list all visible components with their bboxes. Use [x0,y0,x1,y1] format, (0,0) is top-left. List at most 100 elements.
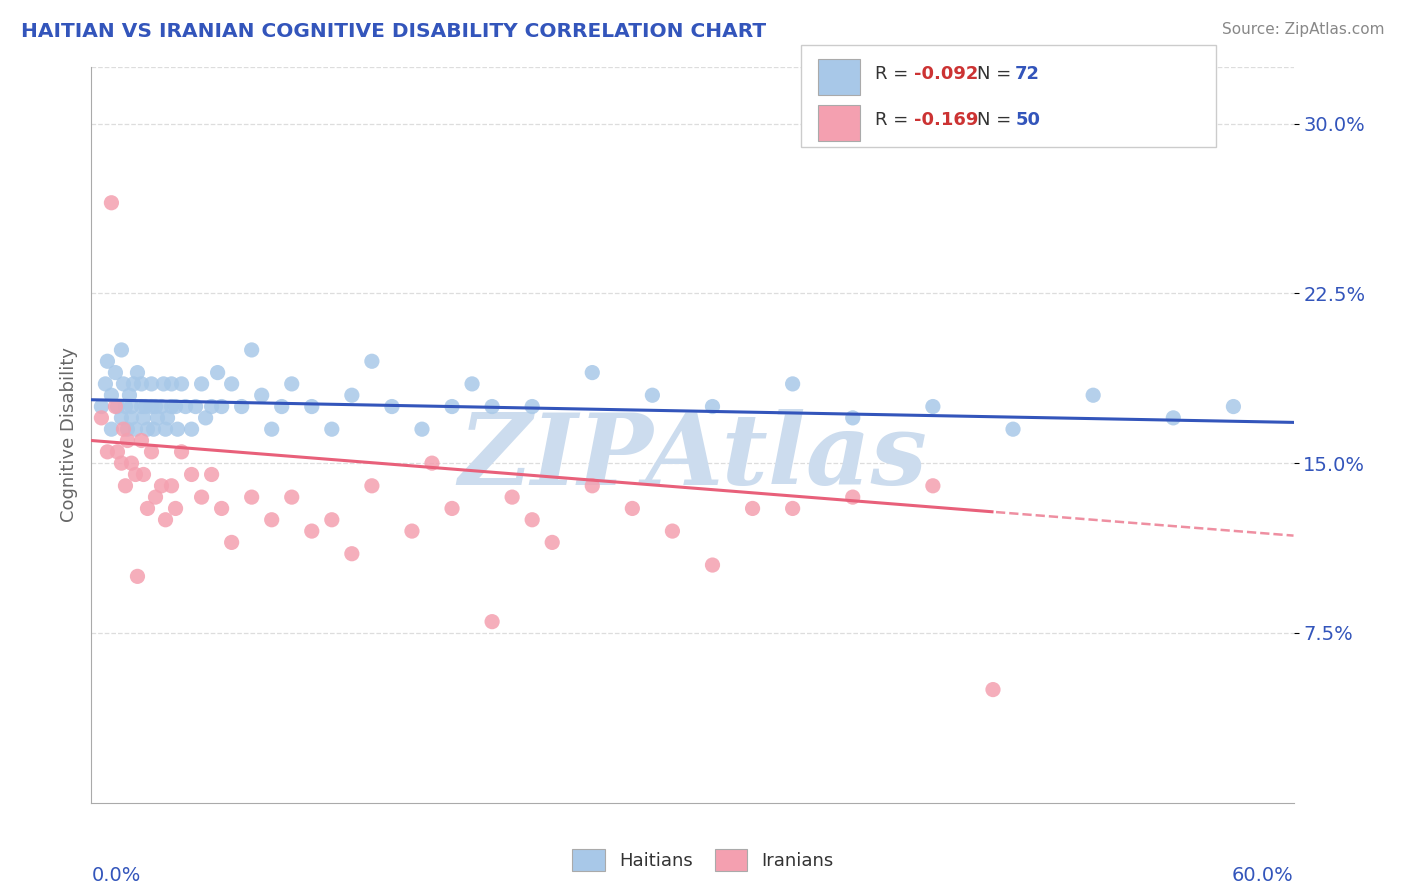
Text: 72: 72 [1015,65,1040,83]
Point [221,376,243,391]
Point [1083,388,1105,402]
Point [180,422,202,436]
Point [90,410,112,425]
Point [190,490,212,504]
Point [124,467,146,482]
Point [96,354,118,368]
Point [150,479,173,493]
Point [136,501,159,516]
Text: Source: ZipAtlas.com: Source: ZipAtlas.com [1222,22,1385,37]
Point [841,490,863,504]
Point [1001,422,1024,436]
Point [922,479,945,493]
Point [132,410,155,425]
Point [240,490,263,504]
Point [121,410,143,425]
Point [190,376,212,391]
Text: ZIPAtlas: ZIPAtlas [458,409,927,505]
Point [104,366,127,380]
Point [401,524,423,538]
Point [180,467,202,482]
Point [360,479,382,493]
Point [160,479,183,493]
Point [240,343,263,357]
Point [155,513,177,527]
Point [922,400,945,414]
Point [90,400,112,414]
Point [1222,400,1244,414]
Point [141,445,163,459]
Point [281,376,304,391]
Point [321,422,343,436]
Point [481,400,503,414]
Point [131,434,153,448]
Point [156,410,179,425]
Point [741,501,763,516]
Point [166,422,188,436]
Point [782,376,804,391]
Point [461,376,484,391]
Point [136,422,159,436]
Point [522,400,544,414]
Point [194,410,217,425]
Point [117,422,139,436]
Point [184,400,207,414]
Point [96,445,118,459]
Point [112,376,135,391]
Point [117,434,139,448]
Point [211,501,233,516]
Point [340,388,363,402]
Point [841,410,863,425]
Text: 0.0%: 0.0% [91,866,141,885]
Point [121,400,143,414]
Point [160,400,183,414]
Point [174,400,197,414]
Point [621,501,644,516]
Point [127,569,149,583]
Point [281,490,304,504]
Point [118,388,141,402]
Point [107,445,129,459]
Point [522,513,544,527]
Point [270,400,292,414]
Point [112,422,135,436]
Point [100,195,122,210]
Point [160,376,183,391]
Point [131,376,153,391]
Text: 50: 50 [1015,112,1040,129]
Point [100,422,122,436]
Point [250,388,273,402]
Point [381,400,404,414]
Point [107,400,129,414]
Point [702,558,724,572]
Point [146,410,169,425]
Point [150,400,173,414]
Text: R =: R = [875,65,914,83]
Point [145,490,167,504]
Text: N =: N = [977,65,1017,83]
Point [122,376,145,391]
Point [661,524,683,538]
Text: -0.169: -0.169 [914,112,979,129]
Point [142,422,165,436]
Point [141,400,163,414]
Point [114,479,136,493]
Point [420,456,443,470]
Point [165,400,187,414]
Text: N =: N = [977,112,1017,129]
Point [301,524,323,538]
Point [132,467,155,482]
Point [440,501,463,516]
Point [581,366,603,380]
Point [127,366,149,380]
Point [221,535,243,549]
Point [581,479,603,493]
Text: R =: R = [875,112,914,129]
Text: HAITIAN VS IRANIAN COGNITIVE DISABILITY CORRELATION CHART: HAITIAN VS IRANIAN COGNITIVE DISABILITY … [21,22,766,41]
Point [360,354,382,368]
Point [321,513,343,527]
Text: -0.092: -0.092 [914,65,979,83]
Point [981,682,1004,697]
Point [121,456,143,470]
Point [170,376,193,391]
